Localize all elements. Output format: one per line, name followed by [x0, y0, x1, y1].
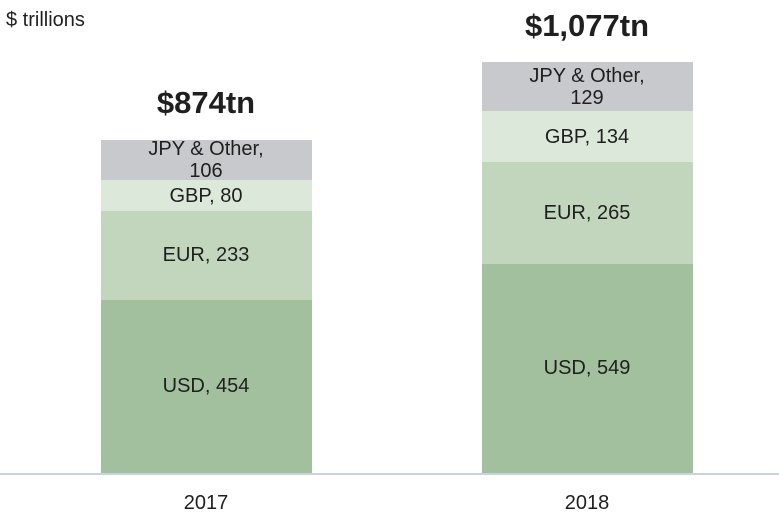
data-label: GBP, 80 [169, 184, 243, 207]
data-label: USD, 549 [543, 357, 631, 380]
chart-subtitle: $ trillions [6, 9, 85, 31]
bar-stack: USD, 454 EUR, 233 GBP, 80 JPY & Other, 106 [100, 138, 312, 473]
data-label: JPY & Other, 129 [529, 64, 645, 109]
bar-segment: USD, 454 [100, 299, 312, 473]
bar-stack: USD, 549 EUR, 265 GBP, 134 JPY & Other, 129 [481, 62, 693, 473]
total-label: $1,077tn [524, 8, 650, 43]
bar-segment: GBP, 134 [481, 111, 693, 163]
data-label: USD, 454 [162, 375, 250, 398]
bar-segment: EUR, 265 [481, 162, 693, 264]
bar-segment: JPY & Other, 106 [100, 138, 312, 183]
bar-segment: EUR, 233 [100, 210, 312, 300]
total-label: $874tn [156, 85, 256, 121]
bar-segment: USD, 549 [481, 263, 693, 473]
data-label: GBP, 134 [544, 125, 630, 148]
x-tick-label: 2018 [564, 492, 610, 514]
data-label: EUR, 233 [162, 244, 250, 267]
x-tick-label: 2017 [183, 492, 229, 514]
data-label: JPY & Other, 106 [148, 138, 264, 183]
data-label: EUR, 265 [543, 201, 631, 224]
baseline [0, 473, 779, 475]
bar-segment: JPY & Other, 129 [481, 62, 693, 112]
bar-segment: GBP, 80 [100, 180, 312, 211]
